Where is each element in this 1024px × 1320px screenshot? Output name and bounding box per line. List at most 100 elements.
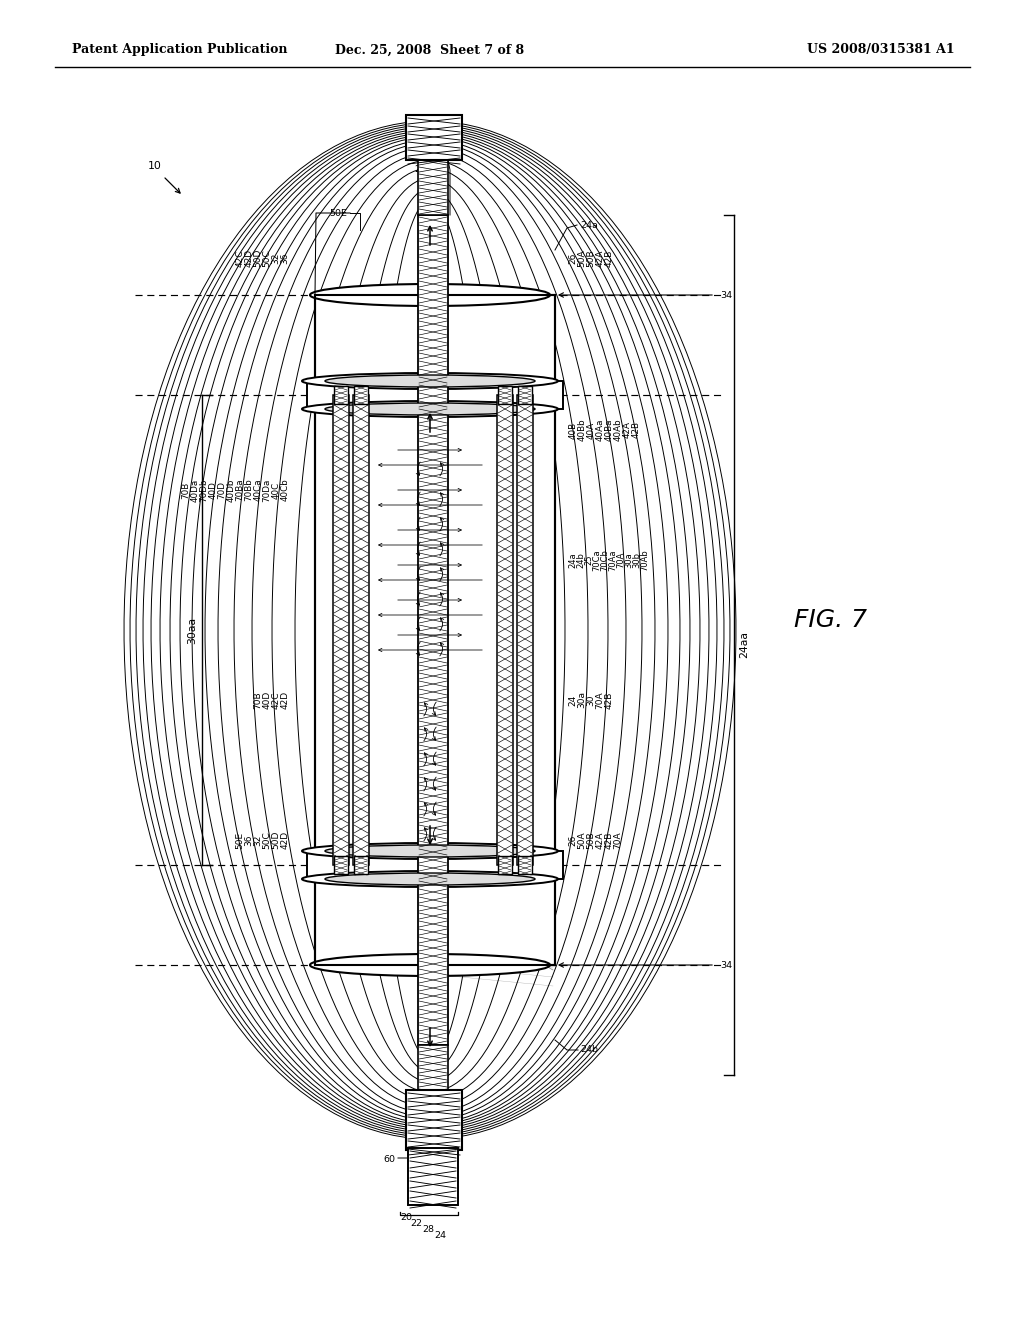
Bar [406, 115, 462, 160]
Text: 24aa: 24aa [739, 631, 749, 659]
Text: 28: 28 [422, 1225, 434, 1234]
Text: US 2008/0315381 A1: US 2008/0315381 A1 [807, 44, 955, 57]
Text: 24a: 24a [580, 220, 598, 230]
Text: 50D: 50D [271, 830, 281, 849]
Text: Patent Application Publication: Patent Application Publication [72, 44, 288, 57]
Ellipse shape [325, 403, 535, 414]
Text: 42B: 42B [604, 249, 613, 267]
Text: 34: 34 [720, 961, 732, 969]
Bar [518, 385, 532, 404]
Text: 40Cb: 40Cb [281, 479, 290, 502]
Ellipse shape [302, 843, 558, 859]
Text: 40Aa: 40Aa [596, 418, 604, 441]
Text: 26: 26 [568, 834, 578, 846]
Bar [315, 294, 555, 965]
Ellipse shape [325, 845, 535, 857]
Text: 22: 22 [410, 1220, 422, 1229]
Text: 50D: 50D [254, 248, 262, 267]
Ellipse shape [302, 374, 558, 389]
Text: 25: 25 [585, 554, 594, 565]
Text: 50E: 50E [236, 832, 245, 849]
Text: 26: 26 [568, 252, 578, 264]
Text: 60: 60 [383, 1155, 395, 1164]
Text: 50C: 50C [262, 832, 271, 849]
Text: 40D: 40D [262, 690, 271, 709]
Text: 24a: 24a [568, 552, 578, 568]
Text: 40Db: 40Db [226, 478, 236, 502]
Text: 50B: 50B [587, 249, 596, 267]
Text: 42D: 42D [245, 249, 254, 267]
Bar [408, 1148, 458, 1205]
Text: 40Ab: 40Ab [613, 418, 623, 441]
Text: 42A: 42A [596, 832, 604, 849]
Text: 24: 24 [440, 145, 452, 154]
Text: 40D: 40D [209, 480, 217, 499]
Text: 32: 32 [271, 252, 281, 264]
Text: 20: 20 [400, 1213, 412, 1222]
Text: 70Ba: 70Ba [236, 479, 245, 502]
Bar [498, 385, 512, 404]
Bar [354, 385, 368, 404]
Text: 70A: 70A [613, 832, 623, 849]
Bar [307, 851, 563, 879]
Text: 28: 28 [414, 165, 426, 174]
Text: 70Cb: 70Cb [600, 549, 609, 572]
Bar [418, 215, 449, 1045]
Text: 50A: 50A [578, 832, 587, 849]
Text: 40A: 40A [587, 421, 596, 438]
Text: 42B: 42B [604, 692, 613, 709]
Text: 50C: 50C [262, 249, 271, 267]
Bar [497, 395, 513, 865]
Text: 70A: 70A [616, 552, 626, 568]
Text: 24b: 24b [577, 552, 586, 568]
Text: 70D: 70D [217, 480, 226, 499]
Text: 10: 10 [148, 161, 162, 172]
Text: 40B: 40B [568, 421, 578, 438]
Bar [307, 381, 563, 409]
Bar [353, 395, 369, 865]
Ellipse shape [310, 954, 550, 975]
Text: FIG. 7: FIG. 7 [794, 609, 866, 632]
Bar [418, 1045, 449, 1093]
Text: 42A: 42A [623, 421, 632, 438]
Text: 40Ca: 40Ca [254, 479, 262, 502]
Text: 22: 22 [424, 156, 436, 165]
Ellipse shape [302, 871, 558, 887]
Ellipse shape [310, 284, 550, 306]
Text: 34: 34 [720, 290, 732, 300]
Text: 42D: 42D [281, 830, 290, 849]
Text: 30a: 30a [578, 692, 587, 709]
Text: Dec. 25, 2008  Sheet 7 of 8: Dec. 25, 2008 Sheet 7 of 8 [336, 44, 524, 57]
Text: 70Ca: 70Ca [593, 549, 601, 570]
Text: 36: 36 [245, 834, 254, 846]
Text: 42B: 42B [632, 421, 640, 438]
Bar [333, 395, 349, 865]
Ellipse shape [325, 873, 535, 884]
Text: 70B: 70B [181, 482, 190, 499]
Text: 70Ab: 70Ab [640, 549, 649, 570]
Bar [406, 1090, 462, 1150]
Text: 24: 24 [434, 1232, 446, 1241]
Text: 50E: 50E [329, 209, 347, 218]
Text: 40C: 40C [271, 482, 281, 499]
Text: 50B: 50B [587, 832, 596, 849]
Text: 70A: 70A [596, 692, 604, 709]
Text: 42B: 42B [604, 832, 613, 849]
Text: 70B: 70B [254, 692, 262, 709]
Text: 32: 32 [254, 834, 262, 846]
Text: 24b: 24b [580, 1045, 598, 1055]
Bar [517, 395, 534, 865]
Text: 40Ba: 40Ba [604, 418, 613, 441]
Text: 30b: 30b [633, 552, 641, 568]
Text: 42C: 42C [236, 249, 245, 267]
Text: 30aa: 30aa [187, 616, 197, 644]
Text: 70Bb: 70Bb [245, 479, 254, 502]
Ellipse shape [325, 375, 535, 387]
Text: 42C: 42C [271, 692, 281, 709]
Bar [498, 855, 512, 874]
Text: 70Db: 70Db [200, 478, 209, 502]
Bar [334, 855, 348, 874]
Ellipse shape [302, 401, 558, 417]
Bar [334, 385, 348, 404]
Text: 70Da: 70Da [262, 478, 271, 502]
